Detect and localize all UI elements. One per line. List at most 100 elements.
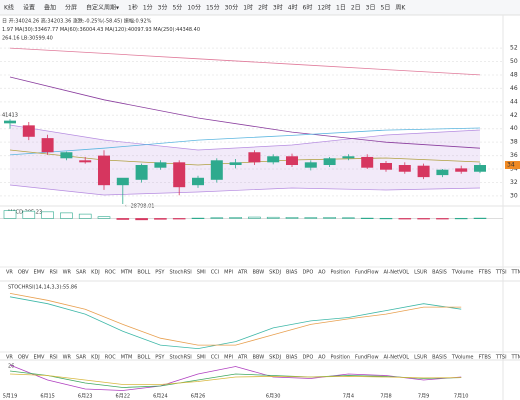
toolbar-item[interactable]: 3分 xyxy=(158,4,168,12)
indicator-tab[interactable]: KDJ xyxy=(91,270,100,276)
toolbar-item[interactable]: 2日 xyxy=(351,5,361,12)
indicator-tab[interactable]: MPI xyxy=(224,270,233,276)
toolbar-item[interactable]: 6时 xyxy=(303,4,313,12)
indicator-tab[interactable]: RSI xyxy=(49,270,57,276)
toolbar-item[interactable]: 12时 xyxy=(317,4,331,12)
y-tick-label: 44 xyxy=(510,98,518,105)
indicator-tab[interactable]: TTSI xyxy=(495,355,507,361)
indicator-tab[interactable]: TTMU xyxy=(511,270,520,276)
indicator-tab[interactable]: AO xyxy=(318,270,325,276)
toolbar-item[interactable]: 5分 xyxy=(172,4,182,12)
indicator-tab[interactable]: BOLL xyxy=(137,270,150,276)
indicator-tab[interactable]: MPI xyxy=(224,355,233,361)
y-tick-label: 32 xyxy=(510,179,518,186)
toolbar-item[interactable]: 2时 xyxy=(258,4,268,12)
indicator-tab[interactable]: MTM xyxy=(121,270,133,276)
indicator-tab[interactable]: DPO xyxy=(302,270,313,276)
indicator-tab[interactable]: KDJ xyxy=(91,355,100,361)
indicator-tab[interactable]: SMI xyxy=(197,270,206,276)
indicator-tab[interactable]: StochRSI xyxy=(169,270,191,276)
indicator-tab[interactable]: SMI xyxy=(197,355,206,361)
toolbar-item[interactable]: 叠加 xyxy=(44,4,56,12)
indicator-tab[interactable]: MTM xyxy=(121,355,133,361)
indicator-tab[interactable]: SAR xyxy=(76,270,87,276)
toolbar-item[interactable]: 周K xyxy=(395,5,406,12)
indicator-tab[interactable]: OBV xyxy=(18,270,29,276)
toolbar-item[interactable]: 4时 xyxy=(288,4,298,12)
indicator-tab[interactable]: WR xyxy=(63,270,72,276)
indicator-tab[interactable]: SKDJ xyxy=(269,355,281,361)
indicator-tab[interactable]: SAR xyxy=(76,355,87,361)
indicator-tab[interactable]: VR xyxy=(6,355,13,361)
indicator-tab[interactable]: ROC xyxy=(105,270,116,276)
y-tick-label: 34 xyxy=(510,166,518,173)
candle-body xyxy=(79,160,92,163)
toolbar-item[interactable]: 5日 xyxy=(381,5,391,12)
toolbar-item[interactable]: 1分 xyxy=(143,4,153,12)
indicator-tab[interactable]: TTSI xyxy=(495,270,507,276)
indicator-line xyxy=(9,370,462,388)
toolbar-item[interactable]: K线 xyxy=(4,4,14,12)
indicator-tab[interactable]: AO xyxy=(318,355,325,361)
toolbar-item[interactable]: 1时 xyxy=(243,4,253,12)
x-tick-label: 5月19 xyxy=(3,394,18,400)
indicator-tab[interactable]: Position xyxy=(331,270,350,276)
indicator-tab[interactable]: LSUR xyxy=(414,270,428,276)
toolbar-item[interactable]: 3日 xyxy=(366,5,376,12)
indicator-tab[interactable]: SKDJ xyxy=(269,270,281,276)
toolbar-item[interactable]: 15分 xyxy=(206,4,220,12)
indicator-tab[interactable]: VR xyxy=(6,270,13,276)
y-tick-label: 50 xyxy=(510,58,518,65)
indicator-tab[interactable]: BASIS xyxy=(432,270,447,276)
candle-body xyxy=(380,162,392,170)
indicator-tab[interactable]: BOLL xyxy=(137,355,150,361)
indicator-tab[interactable]: TVolume xyxy=(451,355,474,361)
indicator-tab[interactable]: ATR xyxy=(238,355,248,361)
indicator-tab[interactable]: TTMU xyxy=(511,355,520,361)
indicator-tab[interactable]: ATR xyxy=(238,270,248,276)
indicator-tab[interactable]: EMV xyxy=(34,355,45,361)
toolbar-item[interactable]: 设置 xyxy=(23,4,35,12)
indicator-tab[interactable]: ROC xyxy=(105,355,116,361)
toolbar-item[interactable]: 10分 xyxy=(187,4,201,12)
indicator-tab[interactable]: RSI xyxy=(49,355,57,361)
indicator-tab[interactable]: WR xyxy=(63,355,72,361)
candle-body xyxy=(116,177,129,186)
toolbar-item[interactable]: 3时 xyxy=(273,4,283,12)
indicator-tab[interactable]: BBW xyxy=(253,355,265,361)
indicator-tab[interactable]: TVolume xyxy=(451,270,474,276)
indicator-tab[interactable]: EMV xyxy=(34,270,45,276)
indicator-tab[interactable]: BIAS xyxy=(286,355,298,361)
toolbar-item[interactable]: 30分 xyxy=(225,4,239,12)
indicator-tab[interactable]: FTBS xyxy=(479,355,491,361)
indicator-tab[interactable]: BASIS xyxy=(432,355,447,361)
indicator-tab[interactable]: PSY xyxy=(155,355,165,361)
indicator-tab[interactable]: LSUR xyxy=(414,355,428,361)
indicator-tab[interactable]: Position xyxy=(331,355,350,361)
toolbar-item[interactable]: 分屏 xyxy=(65,4,77,12)
candle-body xyxy=(286,156,298,166)
macd-bar xyxy=(135,218,148,221)
macd-bar xyxy=(116,218,130,220)
indicator-tab[interactable]: PSY xyxy=(155,270,165,276)
toolbar-item[interactable]: 1日 xyxy=(336,5,346,12)
indicator-tab[interactable]: StochRSI xyxy=(169,355,191,361)
indicator-line xyxy=(9,296,462,350)
indicator-tab[interactable]: CCI xyxy=(211,270,219,276)
toolbar-item[interactable]: 1秒 xyxy=(128,4,138,12)
macd-bar xyxy=(172,218,186,220)
toolbar-item[interactable]: 自定义周期▾ xyxy=(86,4,119,12)
indicator-tab[interactable]: FundFlow xyxy=(355,355,379,361)
indicator-tab[interactable]: OBV xyxy=(18,355,29,361)
high-annotation: 41413 xyxy=(2,113,18,119)
indicator-tab[interactable]: FTBS xyxy=(479,270,491,276)
indicator-tab[interactable]: CCI xyxy=(211,355,219,361)
candle-body xyxy=(210,160,223,180)
panel-title: 26 xyxy=(8,364,14,370)
indicator-tab[interactable]: AI-NetVOL xyxy=(384,270,410,276)
indicator-tab[interactable]: BBW xyxy=(253,270,265,276)
indicator-tab[interactable]: AI-NetVOL xyxy=(384,355,410,361)
indicator-tab[interactable]: FundFlow xyxy=(355,270,379,276)
indicator-tab[interactable]: BIAS xyxy=(286,270,298,276)
indicator-tab[interactable]: DPO xyxy=(302,355,313,361)
